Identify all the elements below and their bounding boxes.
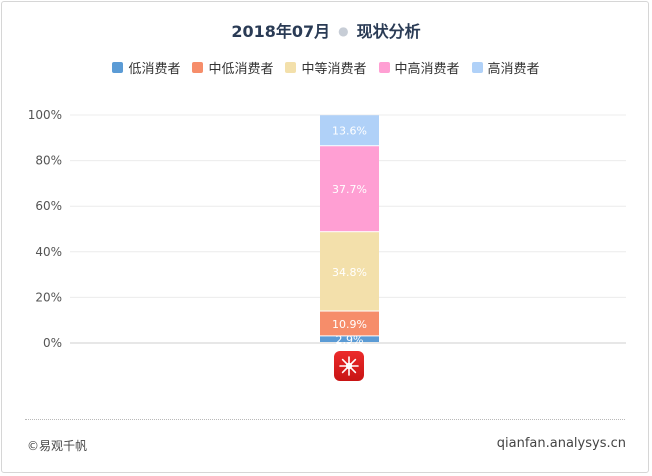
y-tick-label: 60% [35,199,62,213]
legend-swatch [378,62,390,73]
legend-item[interactable]: 中高消费者 [378,58,460,77]
data-label: 2.9% [336,334,364,347]
bar-segment [320,311,379,336]
legend-item[interactable]: 中低消费者 [192,58,273,77]
y-tick-label: 0% [43,336,62,350]
bar-segment [320,232,379,311]
legend-label: 中低消费者 [208,62,274,77]
legend-swatch [285,62,297,73]
chart-title: 2018年07月 ● 现状分析 [0,18,652,42]
data-label: 37.7% [332,183,367,196]
data-label: 34.8% [332,266,367,279]
legend-label: 中高消费者 [394,62,460,77]
legend-label: 高消费者 [487,62,540,77]
bar-segment [320,336,379,342]
legend-label: 低消费者 [128,62,181,77]
y-tick-label: 100% [28,108,62,122]
title-separator: ● [338,24,349,38]
legend-swatch [471,62,483,73]
bar-segment [320,115,379,146]
copyright-text: ©易观千帆 [27,439,88,453]
y-tick-label: 20% [35,290,62,304]
legend-item[interactable]: 高消费者 [471,58,540,77]
y-tick-label: 80% [35,154,62,168]
chart-legend: 低消费者 中低消费者 中等消费者 中高消费者 高消费者 [0,58,652,77]
y-tick-label: 40% [35,245,62,259]
chart-title-text: 2018年07月 [231,22,331,41]
legend-item[interactable]: 低消费者 [112,58,180,77]
chart-subtitle: 现状分析 [356,22,421,41]
footer-divider [25,419,625,420]
bar-segment [320,146,379,232]
data-label: 13.6% [332,125,367,138]
source-url: qianfan.analysys.cn [496,436,626,451]
app-logo-icon [334,351,364,381]
legend-item[interactable]: 中等消费者 [285,58,367,77]
data-label: 10.9% [332,318,367,331]
legend-label: 中等消费者 [301,62,367,77]
legend-swatch [112,62,124,73]
legend-swatch [192,62,204,73]
